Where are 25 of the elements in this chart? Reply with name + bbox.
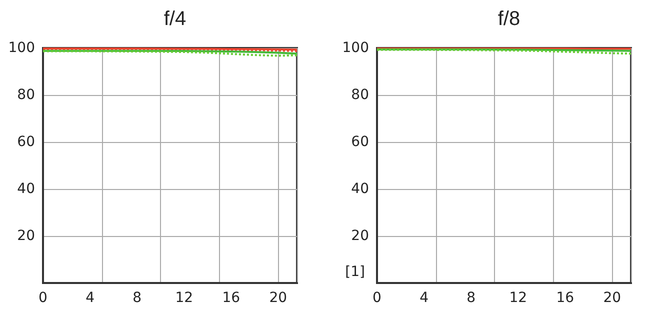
x-tick-label: 12 (175, 290, 194, 306)
x-tick-label: 8 (466, 290, 476, 306)
x-tick-label: 0 (372, 290, 382, 306)
y-tick-label: 40 (17, 181, 35, 197)
chart-title: f/4 (164, 8, 186, 30)
y-tick-label: 100 (342, 40, 369, 56)
x-tick-label: 12 (509, 290, 528, 306)
x-tick-label: 0 (38, 290, 48, 306)
y-tick-label: 80 (17, 87, 35, 103)
y-tick-label: 100 (8, 40, 35, 56)
x-tick-label: 16 (222, 290, 240, 306)
x-tick-label: 20 (603, 290, 622, 306)
y-tick-label: 60 (17, 134, 35, 150)
y-tick-label: 20 (17, 228, 35, 244)
chart-title: f/8 (498, 8, 520, 30)
x-tick-label: 16 (556, 290, 574, 306)
x-tick-label: 4 (86, 290, 95, 306)
x-tick-label: 20 (269, 290, 288, 306)
y-tick-label: 40 (351, 181, 369, 197)
y-tick-label: 60 (351, 134, 369, 150)
x-tick-label: 4 (420, 290, 429, 306)
y-tick-label: 80 (351, 87, 369, 103)
y-tick-label: 20 (351, 228, 369, 244)
x-tick-label: 8 (132, 290, 142, 306)
y-axis-title: [1] (345, 264, 365, 280)
